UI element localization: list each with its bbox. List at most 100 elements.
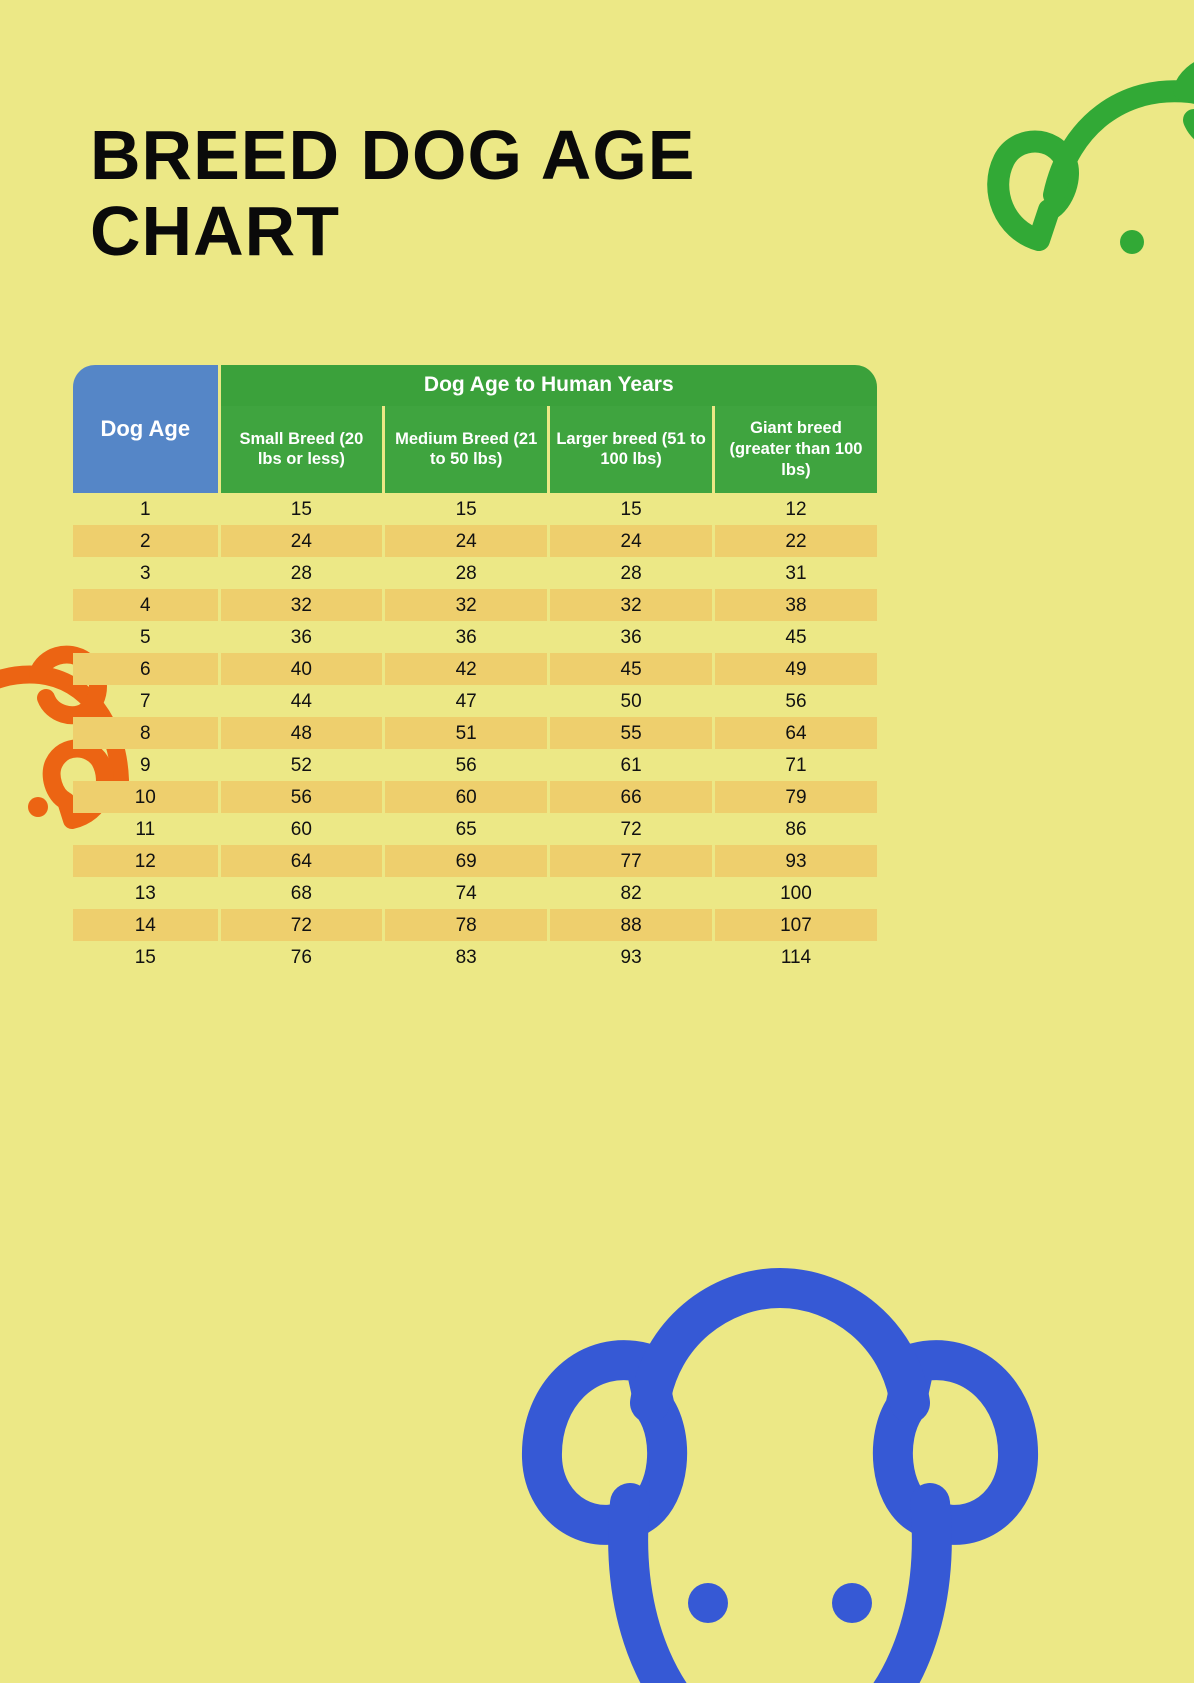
cell-human-years: 107 bbox=[715, 909, 877, 941]
table-row: 744475056 bbox=[73, 685, 877, 717]
header-span: Dog Age to Human Years bbox=[221, 365, 877, 406]
cell-human-years: 66 bbox=[550, 781, 712, 813]
cell-dog-age: 14 bbox=[73, 909, 218, 941]
cell-human-years: 77 bbox=[550, 845, 712, 877]
dog-outline bbox=[542, 1288, 1018, 1683]
age-table-container: Dog Age Dog Age to Human Years Small Bre… bbox=[70, 365, 880, 973]
cell-dog-age: 9 bbox=[73, 749, 218, 781]
cell-human-years: 15 bbox=[550, 493, 712, 525]
table-row: 328282831 bbox=[73, 557, 877, 589]
cell-human-years: 72 bbox=[550, 813, 712, 845]
cell-human-years: 56 bbox=[221, 781, 383, 813]
cell-human-years: 15 bbox=[385, 493, 547, 525]
cell-human-years: 42 bbox=[385, 653, 547, 685]
cell-human-years: 72 bbox=[221, 909, 383, 941]
cell-human-years: 69 bbox=[385, 845, 547, 877]
cell-human-years: 32 bbox=[221, 589, 383, 621]
cell-human-years: 64 bbox=[715, 717, 877, 749]
cell-human-years: 83 bbox=[385, 941, 547, 973]
cell-dog-age: 10 bbox=[73, 781, 218, 813]
page-title: BREED DOG AGE CHART bbox=[90, 118, 695, 269]
table-row: 432323238 bbox=[73, 589, 877, 621]
cell-human-years: 76 bbox=[221, 941, 383, 973]
cell-human-years: 45 bbox=[715, 621, 877, 653]
cell-human-years: 28 bbox=[385, 557, 547, 589]
cell-human-years: 65 bbox=[385, 813, 547, 845]
cell-human-years: 12 bbox=[715, 493, 877, 525]
table-row: 15768393114 bbox=[73, 941, 877, 973]
cell-human-years: 24 bbox=[385, 525, 547, 557]
cell-dog-age: 6 bbox=[73, 653, 218, 685]
dog-icon-top-right bbox=[944, 30, 1194, 370]
cell-human-years: 22 bbox=[715, 525, 877, 557]
cell-human-years: 79 bbox=[715, 781, 877, 813]
cell-human-years: 82 bbox=[550, 877, 712, 909]
table-row: 1160657286 bbox=[73, 813, 877, 845]
cell-dog-age: 7 bbox=[73, 685, 218, 717]
col-larger-breed: Larger breed (51 to 100 lbs) bbox=[550, 406, 712, 493]
cell-human-years: 47 bbox=[385, 685, 547, 717]
cell-human-years: 44 bbox=[221, 685, 383, 717]
cell-dog-age: 2 bbox=[73, 525, 218, 557]
cell-human-years: 49 bbox=[715, 653, 877, 685]
cell-human-years: 36 bbox=[550, 621, 712, 653]
cell-human-years: 31 bbox=[715, 557, 877, 589]
cell-dog-age: 13 bbox=[73, 877, 218, 909]
table-row: 952566171 bbox=[73, 749, 877, 781]
cell-dog-age: 5 bbox=[73, 621, 218, 653]
table-header: Dog Age Dog Age to Human Years Small Bre… bbox=[73, 365, 877, 493]
cell-human-years: 74 bbox=[385, 877, 547, 909]
cell-human-years: 64 bbox=[221, 845, 383, 877]
table-row: 1264697793 bbox=[73, 845, 877, 877]
cell-human-years: 36 bbox=[385, 621, 547, 653]
dog-outline bbox=[998, 66, 1194, 260]
cell-human-years: 71 bbox=[715, 749, 877, 781]
cell-human-years: 32 bbox=[550, 589, 712, 621]
cell-human-years: 45 bbox=[550, 653, 712, 685]
cell-human-years: 24 bbox=[221, 525, 383, 557]
col-small-breed: Small Breed (20 lbs or less) bbox=[221, 406, 383, 493]
col-medium-breed: Medium Breed (21 to 50 lbs) bbox=[385, 406, 547, 493]
page: BREED DOG AGE CHART bbox=[0, 0, 1194, 1683]
cell-human-years: 93 bbox=[550, 941, 712, 973]
cell-human-years: 93 bbox=[715, 845, 877, 877]
cell-human-years: 86 bbox=[715, 813, 877, 845]
cell-human-years: 48 bbox=[221, 717, 383, 749]
cell-human-years: 88 bbox=[550, 909, 712, 941]
table-row: 13687482100 bbox=[73, 877, 877, 909]
table-row: 536363645 bbox=[73, 621, 877, 653]
table-row: 224242422 bbox=[73, 525, 877, 557]
table-row: 14727888107 bbox=[73, 909, 877, 941]
cell-human-years: 78 bbox=[385, 909, 547, 941]
cell-human-years: 28 bbox=[221, 557, 383, 589]
cell-human-years: 61 bbox=[550, 749, 712, 781]
cell-dog-age: 8 bbox=[73, 717, 218, 749]
cell-human-years: 52 bbox=[221, 749, 383, 781]
cell-human-years: 55 bbox=[550, 717, 712, 749]
age-table: Dog Age Dog Age to Human Years Small Bre… bbox=[70, 365, 880, 973]
cell-human-years: 51 bbox=[385, 717, 547, 749]
cell-dog-age: 4 bbox=[73, 589, 218, 621]
table-row: 1056606679 bbox=[73, 781, 877, 813]
cell-human-years: 60 bbox=[385, 781, 547, 813]
cell-human-years: 15 bbox=[221, 493, 383, 525]
cell-human-years: 68 bbox=[221, 877, 383, 909]
cell-dog-age: 1 bbox=[73, 493, 218, 525]
cell-human-years: 24 bbox=[550, 525, 712, 557]
col-giant-breed: Giant breed (greater than 100 lbs) bbox=[715, 406, 877, 493]
cell-human-years: 40 bbox=[221, 653, 383, 685]
cell-human-years: 56 bbox=[385, 749, 547, 781]
cell-human-years: 36 bbox=[221, 621, 383, 653]
table-row: 115151512 bbox=[73, 493, 877, 525]
cell-dog-age: 11 bbox=[73, 813, 218, 845]
cell-human-years: 60 bbox=[221, 813, 383, 845]
table-row: 640424549 bbox=[73, 653, 877, 685]
dog-icon-bottom bbox=[470, 1233, 1090, 1683]
cell-human-years: 32 bbox=[385, 589, 547, 621]
header-dog-age: Dog Age bbox=[73, 365, 218, 493]
table-row: 848515564 bbox=[73, 717, 877, 749]
cell-dog-age: 15 bbox=[73, 941, 218, 973]
cell-human-years: 38 bbox=[715, 589, 877, 621]
cell-human-years: 28 bbox=[550, 557, 712, 589]
table-body: 1151515122242424223282828314323232385363… bbox=[73, 493, 877, 973]
